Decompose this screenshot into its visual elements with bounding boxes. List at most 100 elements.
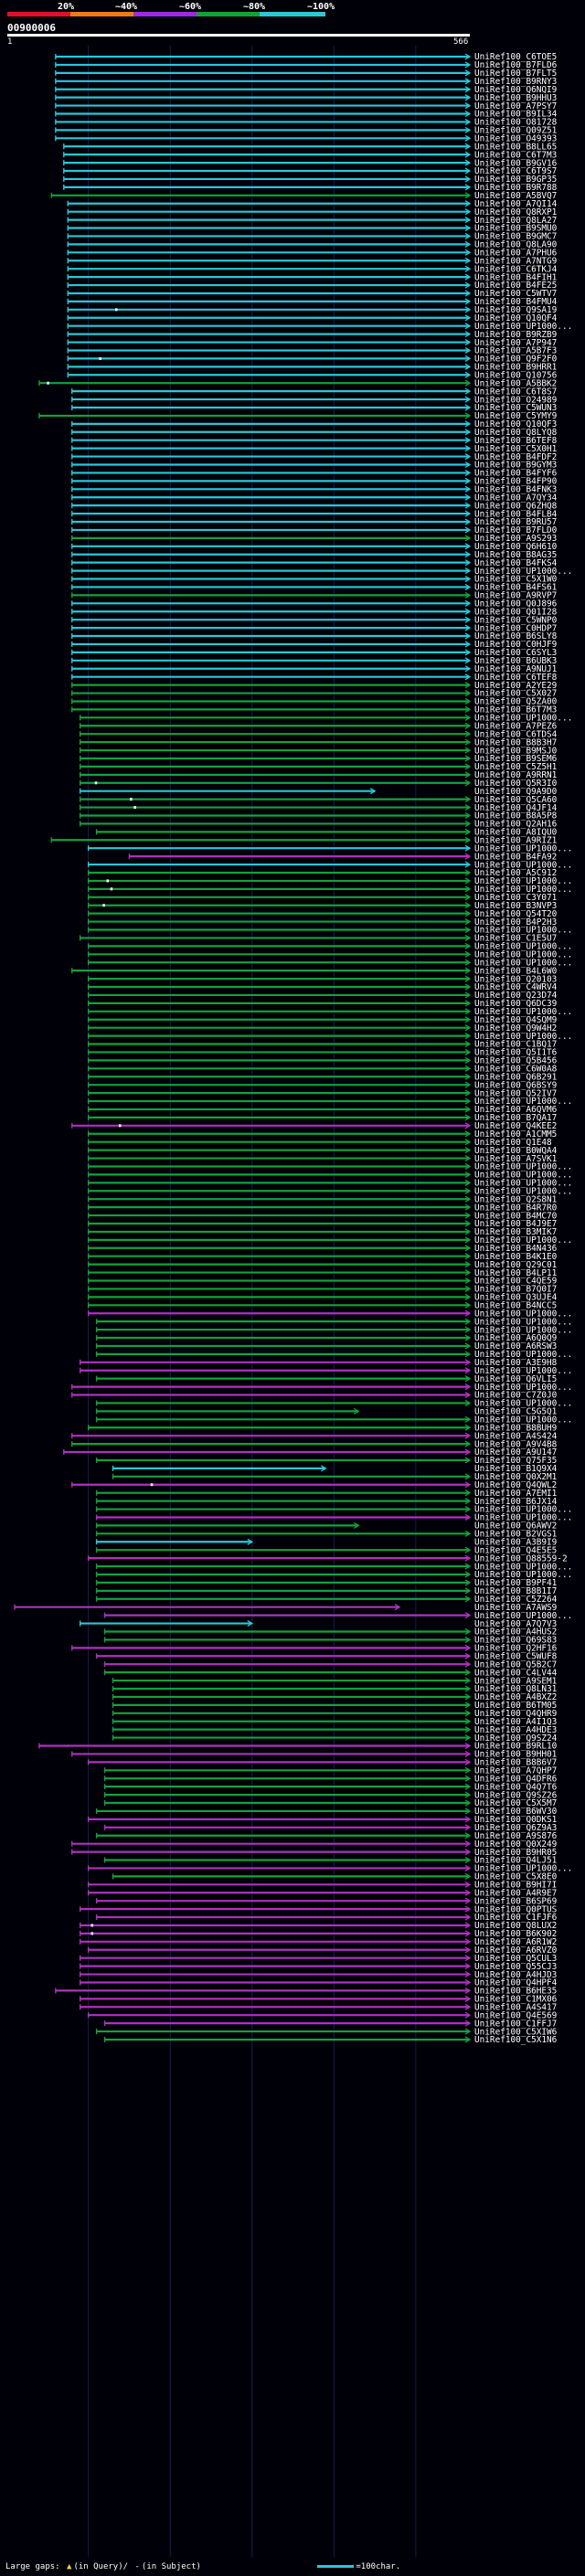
hit-row: UniRef100_Q75F35	[95, 1456, 557, 1466]
hit-row: UniRef100_A4HUS2	[103, 1627, 557, 1638]
hit-end-arrow	[464, 1097, 472, 1105]
hit-end-arrow	[464, 771, 472, 779]
hit-end-arrow	[464, 1587, 472, 1595]
hit-label: UniRef100_Q09Z51	[474, 126, 558, 136]
hit-row: UniRef100_B9PF41	[95, 1578, 558, 1588]
hit-label: UniRef100_B9HH01	[474, 1750, 558, 1760]
hit-end-arrow	[464, 208, 472, 216]
hit-row: UniRef100_C1E5U7	[80, 934, 557, 944]
hit-end-arrow	[464, 828, 472, 835]
hit-end-arrow	[464, 950, 472, 958]
hit-end-arrow	[464, 1742, 472, 1750]
hit-label: UniRef100_Q75F35	[474, 1456, 557, 1466]
hit-end-arrow	[464, 1832, 472, 1839]
hit-row: UniRef100_Q69S83	[103, 1636, 557, 1646]
hit-row: UniRef100_B4FA92	[128, 852, 557, 862]
gap-marker	[90, 1924, 93, 1927]
hit-label: UniRef100_Q5CA60	[474, 795, 558, 805]
hit-end-arrow	[464, 240, 472, 248]
hit-row: UniRef100_B6HE35	[55, 1987, 557, 1997]
hit-row: UniRef100_B4K1E0	[87, 1252, 558, 1262]
hit-row: UniRef100_Q8LA90	[67, 240, 558, 250]
hit-end-arrow	[464, 1269, 472, 1277]
hit-end-arrow	[464, 102, 472, 110]
hit-label: UniRef100_Q8LYQ8	[474, 428, 558, 438]
hit-label: UniRef100_B4FMU4	[474, 297, 558, 307]
hit-end-arrow	[464, 1922, 472, 1929]
hit-end-arrow	[464, 1220, 472, 1227]
hit-row: UniRef100_A3B9I9	[95, 1537, 558, 1547]
hit-end-arrow	[464, 1636, 472, 1643]
hit-end-arrow	[464, 485, 472, 493]
hit-label: UniRef100_B4FYF6	[474, 469, 558, 479]
hit-end-arrow	[464, 1799, 472, 1807]
hit-row: UniRef100_Q6AWV2	[95, 1521, 557, 1532]
hit-label: UniRef100_B6SLY8	[474, 631, 558, 641]
hit-end-arrow	[464, 1505, 472, 1513]
hit-row: UniRef100_Q6B291	[87, 1072, 558, 1082]
hit-end-arrow	[464, 543, 472, 550]
hit-row: UniRef100_B2VGS1	[95, 1530, 558, 1540]
hit-label: UniRef100_C4LV44	[474, 1668, 558, 1678]
hit-end-arrow	[464, 689, 472, 697]
hit-end-arrow	[464, 1938, 472, 1945]
gap-marker	[133, 806, 136, 810]
hit-label: UniRef100_B7Q0I7	[474, 1285, 557, 1295]
hit-row: UniRef100_Q8LN31	[112, 1684, 558, 1694]
hit-label: UniRef100_A9NUJ1	[474, 664, 558, 674]
hit-row: UniRef100_B4MC70	[87, 1211, 558, 1221]
hit-label: UniRef100_Q4QHR9	[474, 1709, 558, 1719]
hit-row: UniRef100_C6SYL3	[71, 648, 557, 658]
hit-label: UniRef100_A4S424	[474, 1431, 558, 1441]
hit-label: UniRef100_C5Z5H1	[474, 762, 558, 772]
hit-end-arrow	[464, 1660, 472, 1668]
hit-end-arrow	[464, 1987, 472, 1994]
hit-label: UniRef100_Q8LA27	[474, 216, 557, 226]
hit-end-arrow	[464, 1195, 472, 1203]
hit-end-arrow	[464, 1546, 472, 1553]
hit-end-arrow	[464, 1473, 472, 1480]
hit-end-arrow	[464, 167, 472, 175]
hit-label: UniRef100_A6R1W2	[474, 1937, 557, 1947]
hit-row: UniRef100_B4FP90	[71, 477, 558, 487]
hit-end-arrow	[464, 1326, 472, 1333]
hit-label: UniRef100_Q9A9D0	[474, 787, 558, 797]
hit-label: UniRef100_B7FLD6	[474, 60, 558, 70]
hit-row: UniRef100_Q2S8N1	[87, 1194, 558, 1204]
hit-row: UniRef100_C1FJF6	[95, 1913, 558, 1923]
hit-row: UniRef100_Q0J896	[71, 599, 558, 610]
hit-label: UniRef100_C5X8E0	[474, 1872, 558, 1882]
hit-end-arrow	[464, 355, 472, 362]
hit-row: UniRef100_Q4E569	[87, 2010, 558, 2020]
hit-label: UniRef100_B6WV30	[474, 1807, 558, 1817]
hit-end-arrow	[464, 1897, 472, 1904]
hit-row: UniRef100_B4LP11	[87, 1268, 558, 1278]
hit-end-arrow	[464, 942, 472, 949]
hit-row: UniRef100_B4FYF6	[71, 469, 558, 479]
hit-label: UniRef100_B0WQA4	[474, 1146, 558, 1156]
hit-row: UniRef100_A6QVM6	[87, 1105, 558, 1115]
scale-legend-line	[317, 2565, 355, 2568]
hit-label: UniRef100_Q4LJ51	[474, 1856, 558, 1866]
hit-label: UniRef100_Q69S83	[474, 1636, 557, 1646]
hit-row: UniRef100_B9HHU3	[55, 93, 557, 103]
hit-label: UniRef100_Q5I1T6	[474, 1048, 558, 1058]
hit-end-arrow	[464, 1065, 472, 1072]
hit-row: UniRef100_A2YE29	[71, 681, 558, 691]
hit-label: UniRef100_B8B1I7	[474, 1586, 557, 1596]
hit-label: UniRef100_UP1000...	[474, 1235, 572, 1246]
hit-row: UniRef100_Q20103	[87, 974, 557, 984]
hit-row: UniRef100_Q6ZHQ8	[71, 501, 558, 511]
hit-end-arrow	[353, 1407, 360, 1415]
hit-label: UniRef100_A4HJD3	[474, 1970, 557, 1980]
hit-row: UniRef100_Q4HPF4	[80, 1978, 558, 1988]
scale-label-100: ~100%	[307, 2, 335, 12]
hit-label: UniRef100_B6TM05	[474, 1701, 557, 1711]
hit-label: UniRef100_UP1000...	[474, 958, 572, 968]
hit-end-arrow	[464, 1481, 472, 1489]
hit-end-arrow	[464, 632, 472, 640]
hit-end-arrow	[464, 1701, 472, 1709]
hit-row: UniRef100_A9V4B8	[71, 1439, 558, 1449]
hit-label: UniRef100_UP1000...	[474, 1162, 572, 1172]
hit-end-arrow	[464, 1734, 472, 1742]
